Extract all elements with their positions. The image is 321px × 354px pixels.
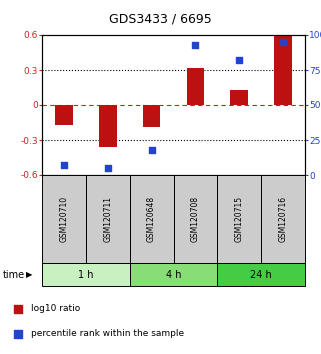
Text: log10 ratio: log10 ratio — [31, 304, 80, 313]
Text: 1 h: 1 h — [78, 269, 94, 280]
Point — [105, 165, 110, 171]
Bar — [99, 105, 117, 147]
Bar — [86, 175, 130, 263]
Bar — [261, 175, 305, 263]
Bar — [130, 175, 173, 263]
Text: GSM120648: GSM120648 — [147, 196, 156, 242]
Text: time: time — [3, 269, 25, 280]
Text: GSM120708: GSM120708 — [191, 196, 200, 242]
Point — [237, 57, 242, 63]
Point — [281, 39, 286, 45]
Point — [15, 331, 20, 336]
Bar — [230, 90, 248, 105]
Bar — [130, 263, 217, 286]
Text: 24 h: 24 h — [250, 269, 272, 280]
Point — [149, 147, 154, 153]
Bar — [187, 68, 204, 105]
Point — [61, 162, 66, 168]
Text: GSM120711: GSM120711 — [103, 196, 112, 242]
Text: GDS3433 / 6695: GDS3433 / 6695 — [109, 12, 212, 25]
Text: GSM120710: GSM120710 — [59, 196, 68, 242]
Point — [193, 42, 198, 48]
Text: percentile rank within the sample: percentile rank within the sample — [31, 329, 184, 338]
Bar — [274, 35, 292, 105]
Bar — [217, 175, 261, 263]
Text: GSM120715: GSM120715 — [235, 196, 244, 242]
Bar — [55, 105, 73, 125]
Text: GSM120716: GSM120716 — [279, 196, 288, 242]
Point — [15, 306, 20, 311]
Bar — [143, 105, 160, 127]
Bar — [217, 263, 305, 286]
Bar — [173, 175, 217, 263]
Bar — [42, 175, 86, 263]
Text: ▶: ▶ — [26, 270, 32, 279]
Bar — [42, 263, 130, 286]
Text: 4 h: 4 h — [166, 269, 181, 280]
